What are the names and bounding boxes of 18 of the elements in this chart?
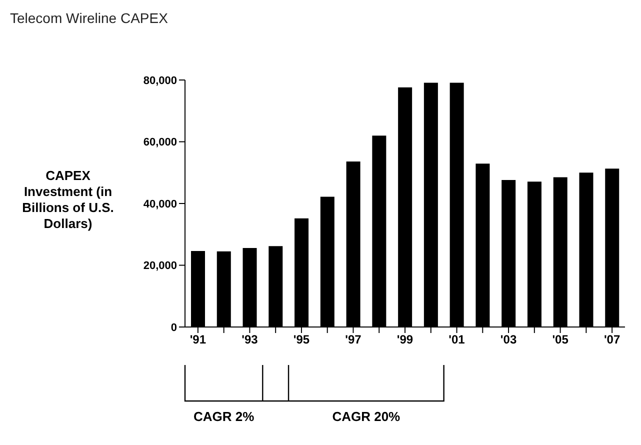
y-tick-label: 80,000 xyxy=(143,74,177,87)
y-tick-label: 20,000 xyxy=(143,260,177,272)
x-tick-label: '97 xyxy=(345,332,362,347)
x-tick-label: '91 xyxy=(190,332,206,347)
y-tick-label: 40,000 xyxy=(143,198,177,210)
x-tick-label: '93 xyxy=(242,332,258,347)
x-tick-label: '99 xyxy=(396,332,414,347)
x-tick-label: '07 xyxy=(604,332,620,347)
x-tick-label: '05 xyxy=(552,332,569,347)
y-tick-label: 60,000 xyxy=(143,136,177,149)
text: CAGR 20% xyxy=(332,409,401,424)
x-tick-label: '01 xyxy=(448,332,466,347)
y-tick-label: 0 xyxy=(170,322,177,334)
y-axis-title: CAPEX Investment (in Billions of U.S. Dollars) xyxy=(21,168,115,232)
chart-title: Telecom Wireline CAPEX xyxy=(10,10,168,26)
x-tick-label: '03 xyxy=(500,332,517,347)
text: CAGR 2% xyxy=(193,409,255,424)
x-tick-label: '95 xyxy=(293,332,310,347)
